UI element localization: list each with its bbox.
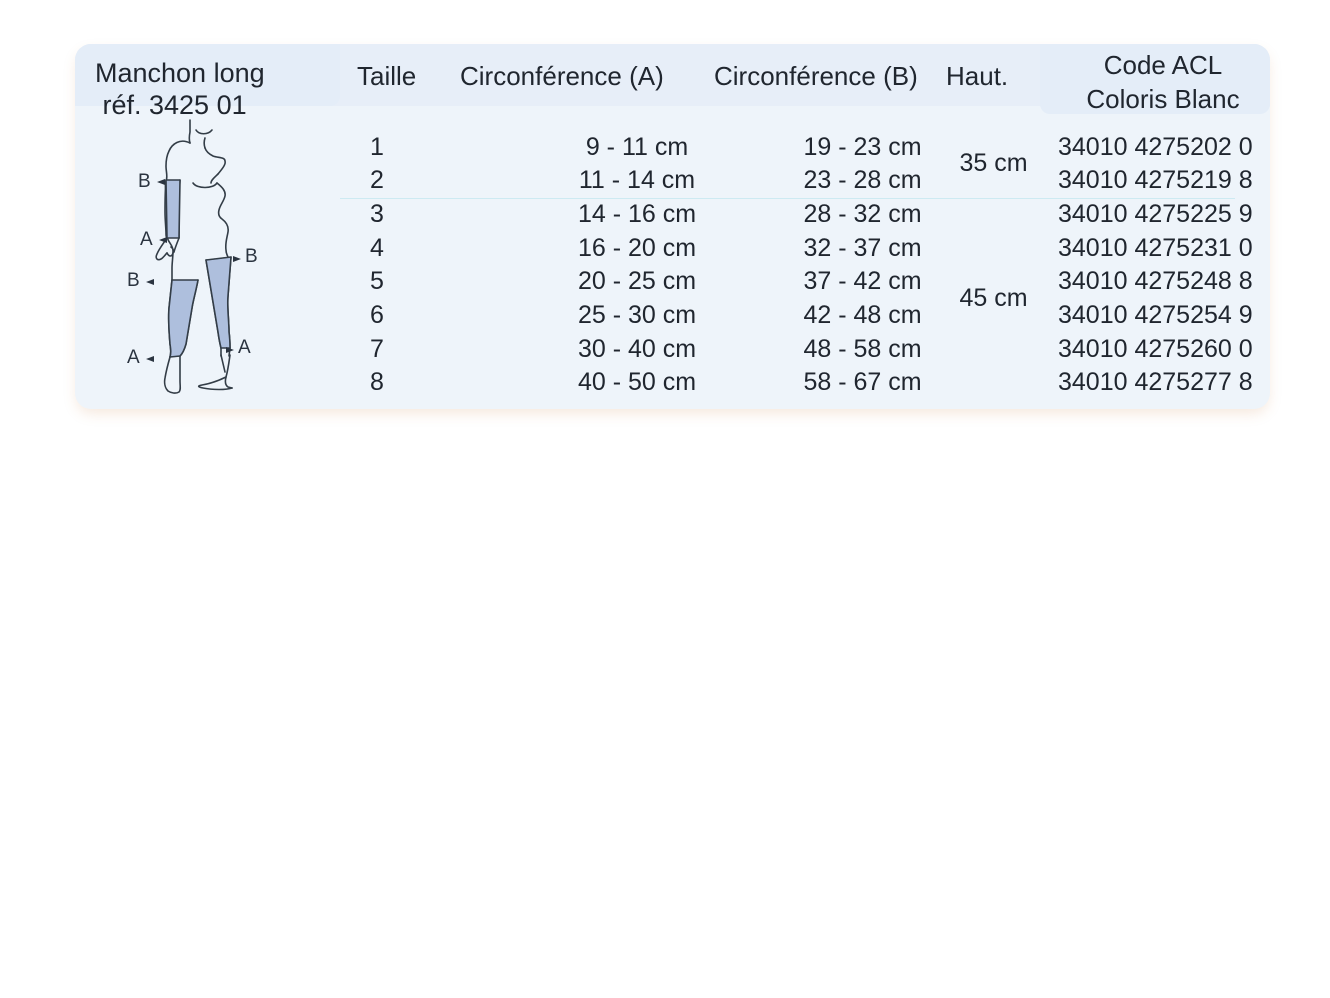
svg-text:A: A bbox=[238, 337, 251, 358]
svg-text:B: B bbox=[127, 270, 140, 291]
svg-text:B: B bbox=[245, 246, 258, 267]
svg-text:A: A bbox=[140, 229, 153, 250]
svg-text:A: A bbox=[127, 347, 140, 368]
svg-text:B: B bbox=[138, 171, 151, 192]
